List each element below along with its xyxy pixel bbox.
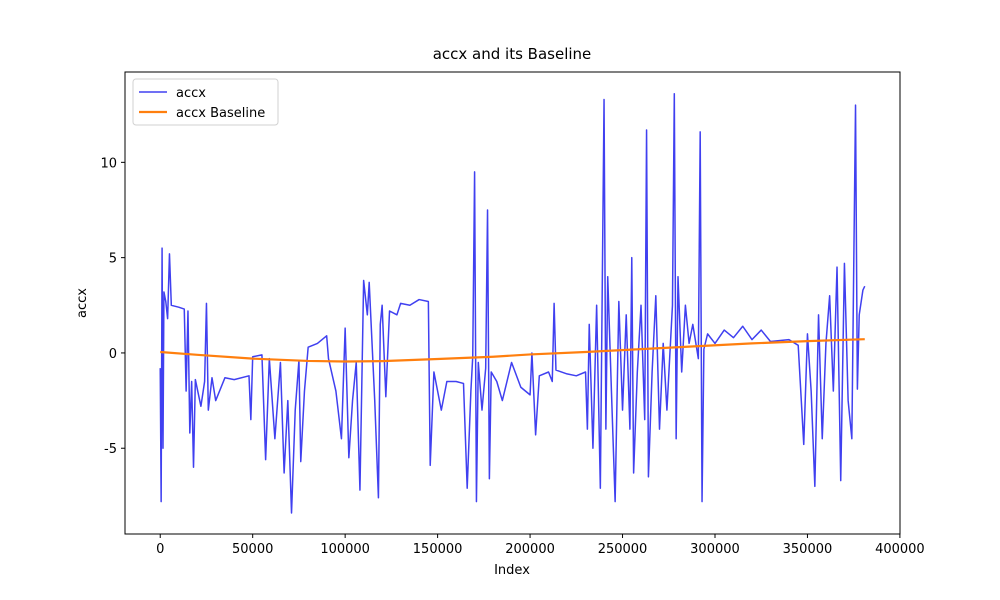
x-axis-label: Index [494, 563, 530, 578]
x-tick-label: 50000 [232, 542, 273, 557]
y-axis-label: accx [75, 288, 90, 318]
x-tick-label: 100000 [320, 542, 370, 557]
x-tick-label: 300000 [690, 542, 740, 557]
x-tick-label: 0 [156, 542, 164, 557]
legend-label: accx Baseline [176, 106, 265, 121]
x-tick-label: 150000 [413, 542, 463, 557]
y-tick-label: 0 [109, 347, 117, 362]
legend-box [132, 78, 279, 126]
data-line [159, 92, 866, 514]
x-tick-label: 350000 [783, 542, 833, 557]
y-tick-label: -5 [104, 442, 117, 457]
x-tick-label: 250000 [598, 542, 648, 557]
y-tick-label: 5 [109, 252, 117, 267]
chart-title: accx and its Baseline [433, 45, 592, 63]
data-line [160, 338, 865, 363]
x-tick-label: 200000 [505, 542, 555, 557]
plot-frame [124, 71, 901, 535]
y-tick-label: 10 [100, 156, 117, 171]
legend-label: accx [176, 86, 206, 101]
x-tick-label: 400000 [875, 542, 925, 557]
